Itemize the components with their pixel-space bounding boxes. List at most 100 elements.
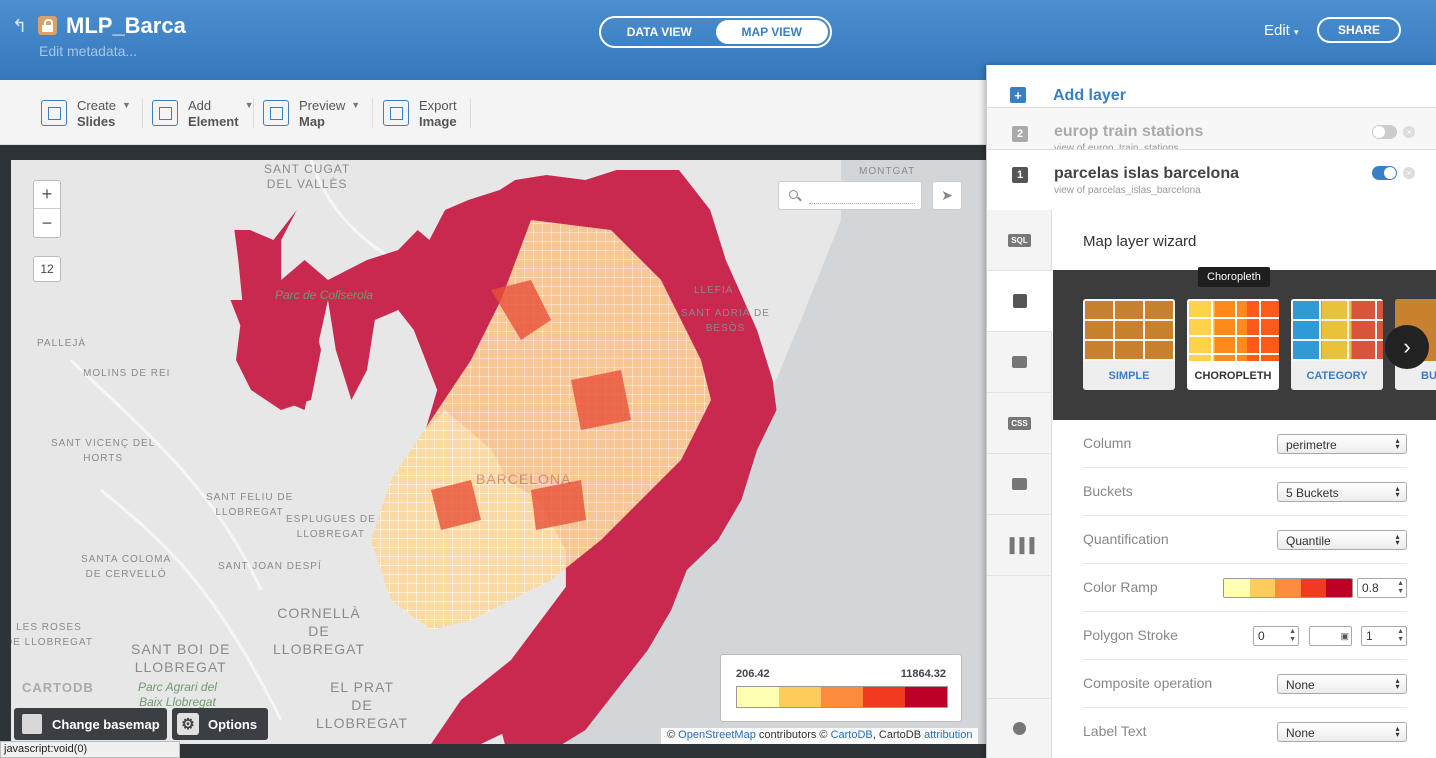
wizard-title: Map layer wizard (1083, 233, 1197, 250)
composite-select[interactable]: None (1277, 674, 1407, 694)
place-label: Parc Agrari del Baix Llobregat (138, 680, 217, 709)
layer-row-europ-train-stations[interactable]: 2 europ train stations view of europ_tra… (987, 107, 1436, 149)
caret-down-icon: ▼ (122, 100, 131, 110)
share-button[interactable]: SHARE (1317, 17, 1401, 43)
tab-map-view[interactable]: MAP VIEW (715, 20, 828, 44)
osm-link[interactable]: OpenStreetMap (678, 729, 756, 741)
carousel-next-button[interactable]: › (1385, 325, 1429, 369)
prop-label: Column (1083, 435, 1132, 451)
zoom-out-button[interactable]: − (41, 212, 53, 233)
create-line2: Slides (77, 114, 116, 129)
export-image-button[interactable]: Export Image (383, 98, 457, 130)
prop-label: Quantification (1083, 531, 1169, 547)
brush-icon (1012, 294, 1027, 308)
gear-icon: ⚙ (177, 713, 199, 735)
stroke-opacity-input[interactable]: 1 ▲ ▼ (1361, 626, 1407, 646)
legend-min: 206.42 (736, 668, 770, 680)
lock-icon[interactable] (38, 16, 57, 35)
css-icon: CSS (1008, 416, 1031, 430)
viz-simple-card[interactable]: SIMPLE (1083, 299, 1175, 390)
paper-plane-icon: ➤ (941, 187, 953, 203)
place-label: MOLINS DE REI (83, 368, 171, 379)
viz-label: CATEGORY (1306, 369, 1368, 382)
layer-side-tabs: SQL CSS ▐▐▐ (987, 210, 1052, 758)
toolbar-divider (142, 98, 143, 128)
edit-menu[interactable]: Edit ▾ (1264, 22, 1299, 39)
zoom-control: + − (33, 180, 61, 238)
stepper-icon: ▲ ▼ (1289, 628, 1296, 643)
tab-labels[interactable] (987, 698, 1052, 758)
search-input[interactable] (809, 188, 915, 204)
layer-visibility-toggle[interactable] (1372, 166, 1397, 180)
options-button[interactable]: ⚙ Options (172, 708, 268, 740)
choropleth-tooltip: Choropleth (1198, 267, 1270, 287)
map-search (778, 181, 922, 210)
add-element-button[interactable]: Add Element ▼ (152, 98, 254, 130)
stroke-width-value: 0 (1258, 629, 1265, 643)
place-label: EL PRAT DE LLOBREGAT (316, 679, 408, 731)
tab-data-view[interactable]: DATA VIEW (626, 25, 692, 39)
tab-wizard[interactable] (987, 271, 1052, 332)
attr-middle: contributors © (755, 729, 831, 741)
tab-css[interactable]: CSS (987, 393, 1052, 454)
create-slides-label: Create Slides (77, 98, 116, 130)
legend-ramp (736, 686, 948, 708)
add-line1: Add (188, 98, 212, 113)
label-text-select[interactable]: None (1277, 722, 1407, 742)
zoom-in-button[interactable]: + (34, 181, 60, 209)
color-ramp-picker[interactable] (1223, 578, 1353, 598)
create-line1: Create (77, 98, 117, 113)
share-location-button[interactable]: ➤ (932, 181, 962, 210)
layer-row-parcelas-islas-barcelona[interactable]: 1 parcelas islas barcelona view of parce… (987, 149, 1436, 210)
close-icon[interactable]: × (1403, 126, 1415, 138)
cartodb-link[interactable]: CartoDB (830, 729, 873, 741)
change-basemap-button[interactable]: Change basemap (14, 708, 167, 740)
speech-bubble-icon (1012, 356, 1027, 368)
caret-down-icon: ▼ (244, 100, 254, 110)
legend-max: 11864.32 (900, 668, 946, 680)
map-layer-wizard: Map layer wizard SIMPLE CHOROPLETH CATEG… (1053, 210, 1436, 758)
tab-filters[interactable]: ▐▐▐ (987, 515, 1052, 576)
close-icon[interactable]: × (1403, 167, 1415, 179)
stroke-width-input[interactable]: 0 ▲ ▼ (1253, 626, 1299, 646)
place-label: Parc de Collserola (275, 288, 374, 302)
viz-choropleth-card[interactable]: CHOROPLETH (1187, 299, 1279, 390)
tab-legend[interactable] (987, 454, 1052, 515)
layer-name[interactable]: europ train stations (1054, 123, 1204, 140)
tab-sql[interactable]: SQL (987, 210, 1052, 271)
layer-name[interactable]: parcelas islas barcelona (1054, 165, 1239, 182)
caret-down-icon: ▼ (351, 100, 361, 110)
export-line1: Export (419, 98, 457, 113)
layer-subtitle: view of parcelas_islas_barcelona (1054, 185, 1201, 196)
preview-map-button[interactable]: Preview Map ▼ (263, 98, 360, 130)
ramp-swatch (779, 687, 821, 707)
export-image-label: Export Image (419, 98, 457, 130)
preview-map-label: Preview Map (299, 98, 345, 130)
create-slides-button[interactable]: Create Slides ▼ (41, 98, 131, 130)
zoom-level: 12 (33, 256, 61, 282)
tab-infowindow[interactable] (987, 332, 1052, 393)
map-canvas[interactable]: SANT CUGAT DEL VALLÈS MONTGAT Parc de Co… (11, 160, 986, 744)
buckets-select[interactable]: 5 Buckets (1277, 482, 1407, 502)
place-label: SANT VICENÇ DEL HORTS (51, 438, 156, 464)
column-select[interactable]: perimetre (1277, 434, 1407, 454)
layer-visibility-toggle[interactable] (1372, 125, 1397, 139)
back-arrow-icon[interactable]: ↰ (12, 16, 28, 36)
place-label: PALLEJÀ (37, 338, 87, 349)
edit-metadata-link[interactable]: Edit metadata... (39, 43, 138, 59)
choropleth-core (371, 220, 711, 630)
viz-label: SIMPLE (1108, 369, 1150, 382)
viz-category-card[interactable]: CATEGORY (1291, 299, 1383, 390)
ramp-swatch (905, 687, 947, 707)
caret-down-icon: ▾ (1294, 27, 1299, 37)
toolbar-divider (470, 98, 471, 128)
stroke-color-picker[interactable]: ▣ (1309, 626, 1352, 646)
ramp-opacity-input[interactable]: 0.8 ▲ ▼ (1357, 578, 1407, 598)
stroke-opacity-value: 1 (1366, 629, 1373, 643)
add-layer-button[interactable]: + Add layer (987, 65, 1436, 107)
quantification-select[interactable]: Quantile (1277, 530, 1407, 550)
preview-icon (263, 100, 289, 126)
lightbulb-icon (1013, 722, 1026, 735)
map-title[interactable]: MLP_Barca (66, 13, 186, 38)
attribution-link[interactable]: attribution (924, 729, 973, 741)
